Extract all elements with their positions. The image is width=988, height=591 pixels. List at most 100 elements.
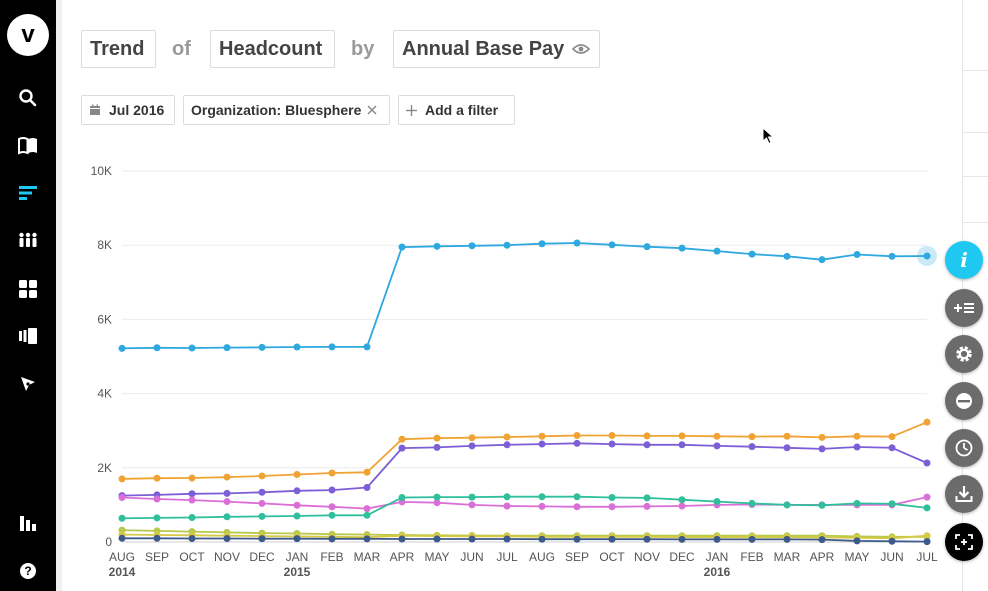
eye-icon[interactable] <box>572 43 591 55</box>
data-point <box>363 505 371 513</box>
download-icon <box>955 486 973 502</box>
organization-filter[interactable]: Organization: Bluesphere <box>183 95 390 125</box>
data-point <box>608 432 616 440</box>
data-point <box>153 344 161 352</box>
of-word: of <box>172 38 191 60</box>
data-point <box>188 474 196 482</box>
data-point <box>853 443 861 451</box>
trend-icon[interactable] <box>16 181 40 205</box>
data-point <box>398 535 406 543</box>
data-point <box>538 240 546 248</box>
data-point <box>573 493 581 501</box>
data-point <box>643 502 651 510</box>
data-point <box>538 440 546 448</box>
data-point <box>223 489 231 497</box>
x-tick-label: APR <box>390 550 415 564</box>
calendar-icon <box>89 104 101 116</box>
data-point <box>433 493 441 501</box>
data-point <box>153 474 161 482</box>
series-line <box>121 242 928 350</box>
divider <box>963 70 988 71</box>
data-point <box>783 432 791 440</box>
data-point <box>818 256 826 264</box>
date-filter[interactable]: Jul 2016 <box>81 95 175 125</box>
expand-button[interactable] <box>945 523 983 561</box>
x-tick-label: JAN <box>706 550 729 564</box>
data-point <box>223 498 231 506</box>
x-tick-label: JAN <box>286 550 309 564</box>
minus-button[interactable] <box>945 382 983 420</box>
close-icon[interactable] <box>367 105 377 115</box>
x-tick-label: MAY <box>844 550 869 564</box>
search-icon[interactable] <box>16 86 40 110</box>
data-point <box>328 343 336 351</box>
data-point <box>818 445 826 453</box>
dimension-chip[interactable]: Annual Base Pay <box>393 30 600 68</box>
settings-button[interactable] <box>945 335 983 373</box>
divider <box>963 222 988 223</box>
data-point <box>608 440 616 448</box>
data-point <box>573 439 581 447</box>
x-tick-label: JUL <box>496 550 518 564</box>
data-point <box>643 243 651 251</box>
trend-chip[interactable]: Trend <box>81 30 156 68</box>
trend-label: Trend <box>90 37 145 60</box>
data-point <box>328 503 336 511</box>
book-icon[interactable] <box>16 134 40 158</box>
data-point <box>258 343 266 351</box>
add-filter-button[interactable]: Add a filter <box>398 95 515 125</box>
data-point <box>223 344 231 352</box>
history-button[interactable] <box>945 429 983 467</box>
data-point <box>748 443 756 451</box>
bar-chart-icon[interactable] <box>16 511 40 535</box>
series-line <box>121 421 928 480</box>
data-point <box>398 493 406 501</box>
help-icon[interactable]: ? <box>16 559 40 583</box>
x-tick-label: JUN <box>880 550 903 564</box>
cards-icon[interactable] <box>16 324 40 348</box>
x-tick-label: MAR <box>354 550 381 564</box>
settings-icon <box>956 346 972 362</box>
data-point <box>328 535 336 543</box>
data-point <box>363 535 371 543</box>
data-point <box>293 487 301 495</box>
dimension-label: Annual Base Pay <box>402 37 565 60</box>
data-point <box>468 493 476 501</box>
download-button[interactable] <box>945 475 983 513</box>
add-list-button[interactable] <box>945 289 983 327</box>
minus-circle-icon <box>956 393 972 409</box>
series-line <box>121 533 928 540</box>
data-point <box>713 247 721 255</box>
y-tick-label: 6K <box>97 312 112 326</box>
data-point <box>643 535 651 543</box>
data-point <box>223 534 231 542</box>
data-point <box>643 494 651 502</box>
data-point <box>783 252 791 260</box>
data-point <box>433 499 441 507</box>
data-point <box>503 441 511 449</box>
data-point <box>188 490 196 498</box>
help-glyph: ? <box>20 563 36 579</box>
grid-icon[interactable] <box>16 277 40 301</box>
x-tick-label: NOV <box>214 550 240 564</box>
info-button[interactable]: i <box>945 241 983 279</box>
data-point <box>608 493 616 501</box>
data-point <box>713 535 721 543</box>
data-point <box>853 250 861 258</box>
data-point <box>153 514 161 522</box>
clock-icon <box>955 439 973 457</box>
people-icon[interactable] <box>16 228 40 252</box>
data-point <box>258 488 266 496</box>
compass-icon[interactable] <box>16 372 40 396</box>
metric-chip[interactable]: Headcount <box>210 30 335 68</box>
x-tick-label: OCT <box>179 550 205 564</box>
data-point <box>468 434 476 442</box>
data-point <box>888 433 896 441</box>
data-point <box>503 433 511 441</box>
year-label: 2015 <box>284 565 311 579</box>
gutter <box>56 0 62 591</box>
logo[interactable]: v <box>7 14 49 56</box>
data-point <box>188 534 196 542</box>
x-tick-label: MAR <box>774 550 801 564</box>
data-point <box>188 514 196 522</box>
